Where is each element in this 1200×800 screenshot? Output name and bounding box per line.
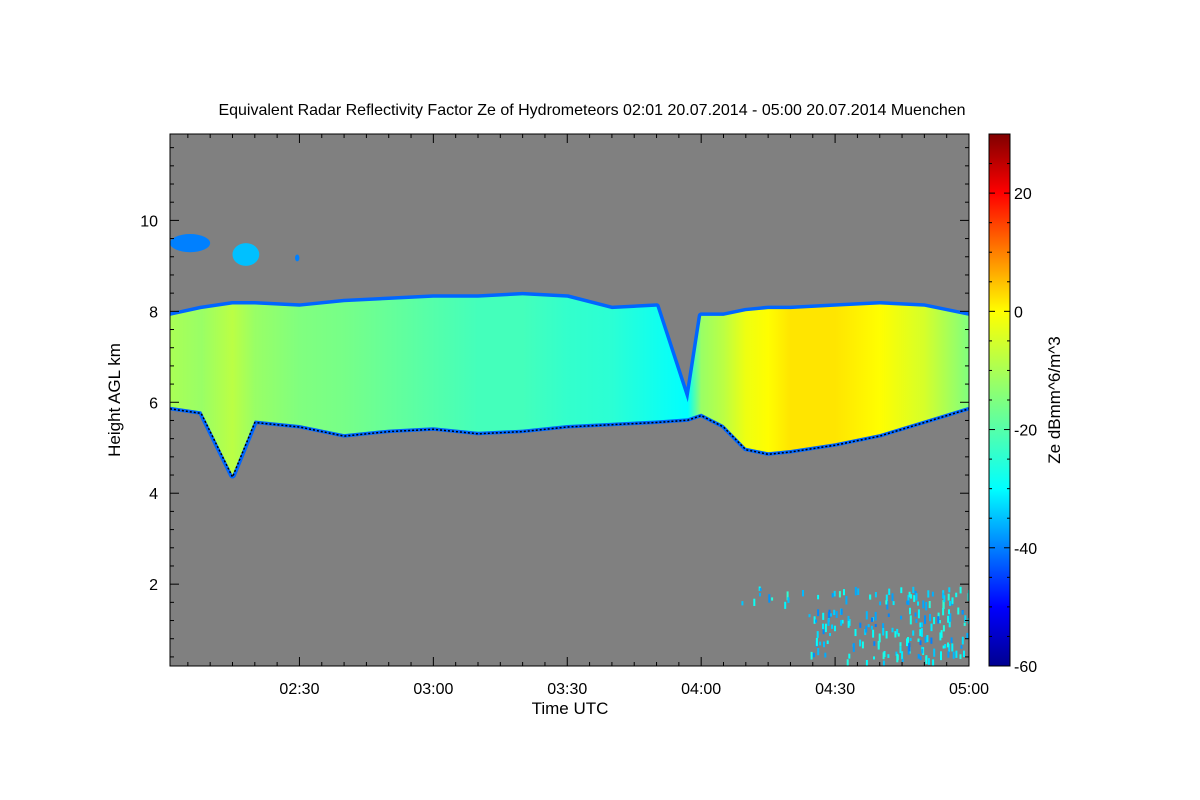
colorbar bbox=[988, 133, 1011, 667]
cloud-base-line bbox=[170, 408, 969, 479]
colorbar-tick-label: -60 bbox=[1014, 659, 1037, 676]
colorbar-tick-label: 0 bbox=[1014, 304, 1023, 321]
y-tick-label: 4 bbox=[149, 486, 158, 503]
colorbar-label: Ze dBmm^6/m^3 bbox=[1045, 336, 1064, 463]
cloud-layer bbox=[170, 295, 969, 475]
y-tick-label: 8 bbox=[149, 304, 158, 321]
x-axis-label: Time UTC bbox=[532, 699, 609, 718]
y-tick-label: 2 bbox=[149, 577, 158, 594]
colorbar-tick-label: -20 bbox=[1014, 423, 1037, 440]
x-tick-label: 04:30 bbox=[815, 681, 855, 698]
x-tick-label: 05:00 bbox=[949, 681, 989, 698]
y-tick-label: 10 bbox=[140, 213, 158, 230]
chart-title: Equivalent Radar Reflectivity Factor Ze … bbox=[218, 102, 965, 119]
cirrus-patch bbox=[232, 243, 260, 266]
colorbar-tick-label: 20 bbox=[1014, 186, 1032, 203]
y-axis-label: Height AGL km bbox=[105, 343, 124, 457]
y-axis: 2 4 6 8 10 bbox=[140, 147, 969, 658]
x-tick-label: 04:00 bbox=[681, 681, 721, 698]
cirrus-patch bbox=[294, 254, 300, 262]
x-tick-label: 03:30 bbox=[547, 681, 587, 698]
plot-frame bbox=[169, 133, 970, 667]
reflectivity-field bbox=[170, 234, 969, 666]
low-level-echo bbox=[808, 607, 969, 666]
y-tick-label: 6 bbox=[149, 395, 158, 412]
x-tick-label: 02:30 bbox=[279, 681, 319, 698]
x-tick-label: 03:00 bbox=[413, 681, 453, 698]
colorbar-axis: -60 -40 -20 0 20 bbox=[989, 133, 1037, 676]
cirrus-patch bbox=[170, 234, 211, 253]
colorbar-tick-label: -40 bbox=[1014, 541, 1037, 558]
x-axis: 02:30 03:00 03:30 04:00 04:30 05:00 bbox=[187, 134, 989, 698]
low-level-echo bbox=[741, 586, 969, 611]
